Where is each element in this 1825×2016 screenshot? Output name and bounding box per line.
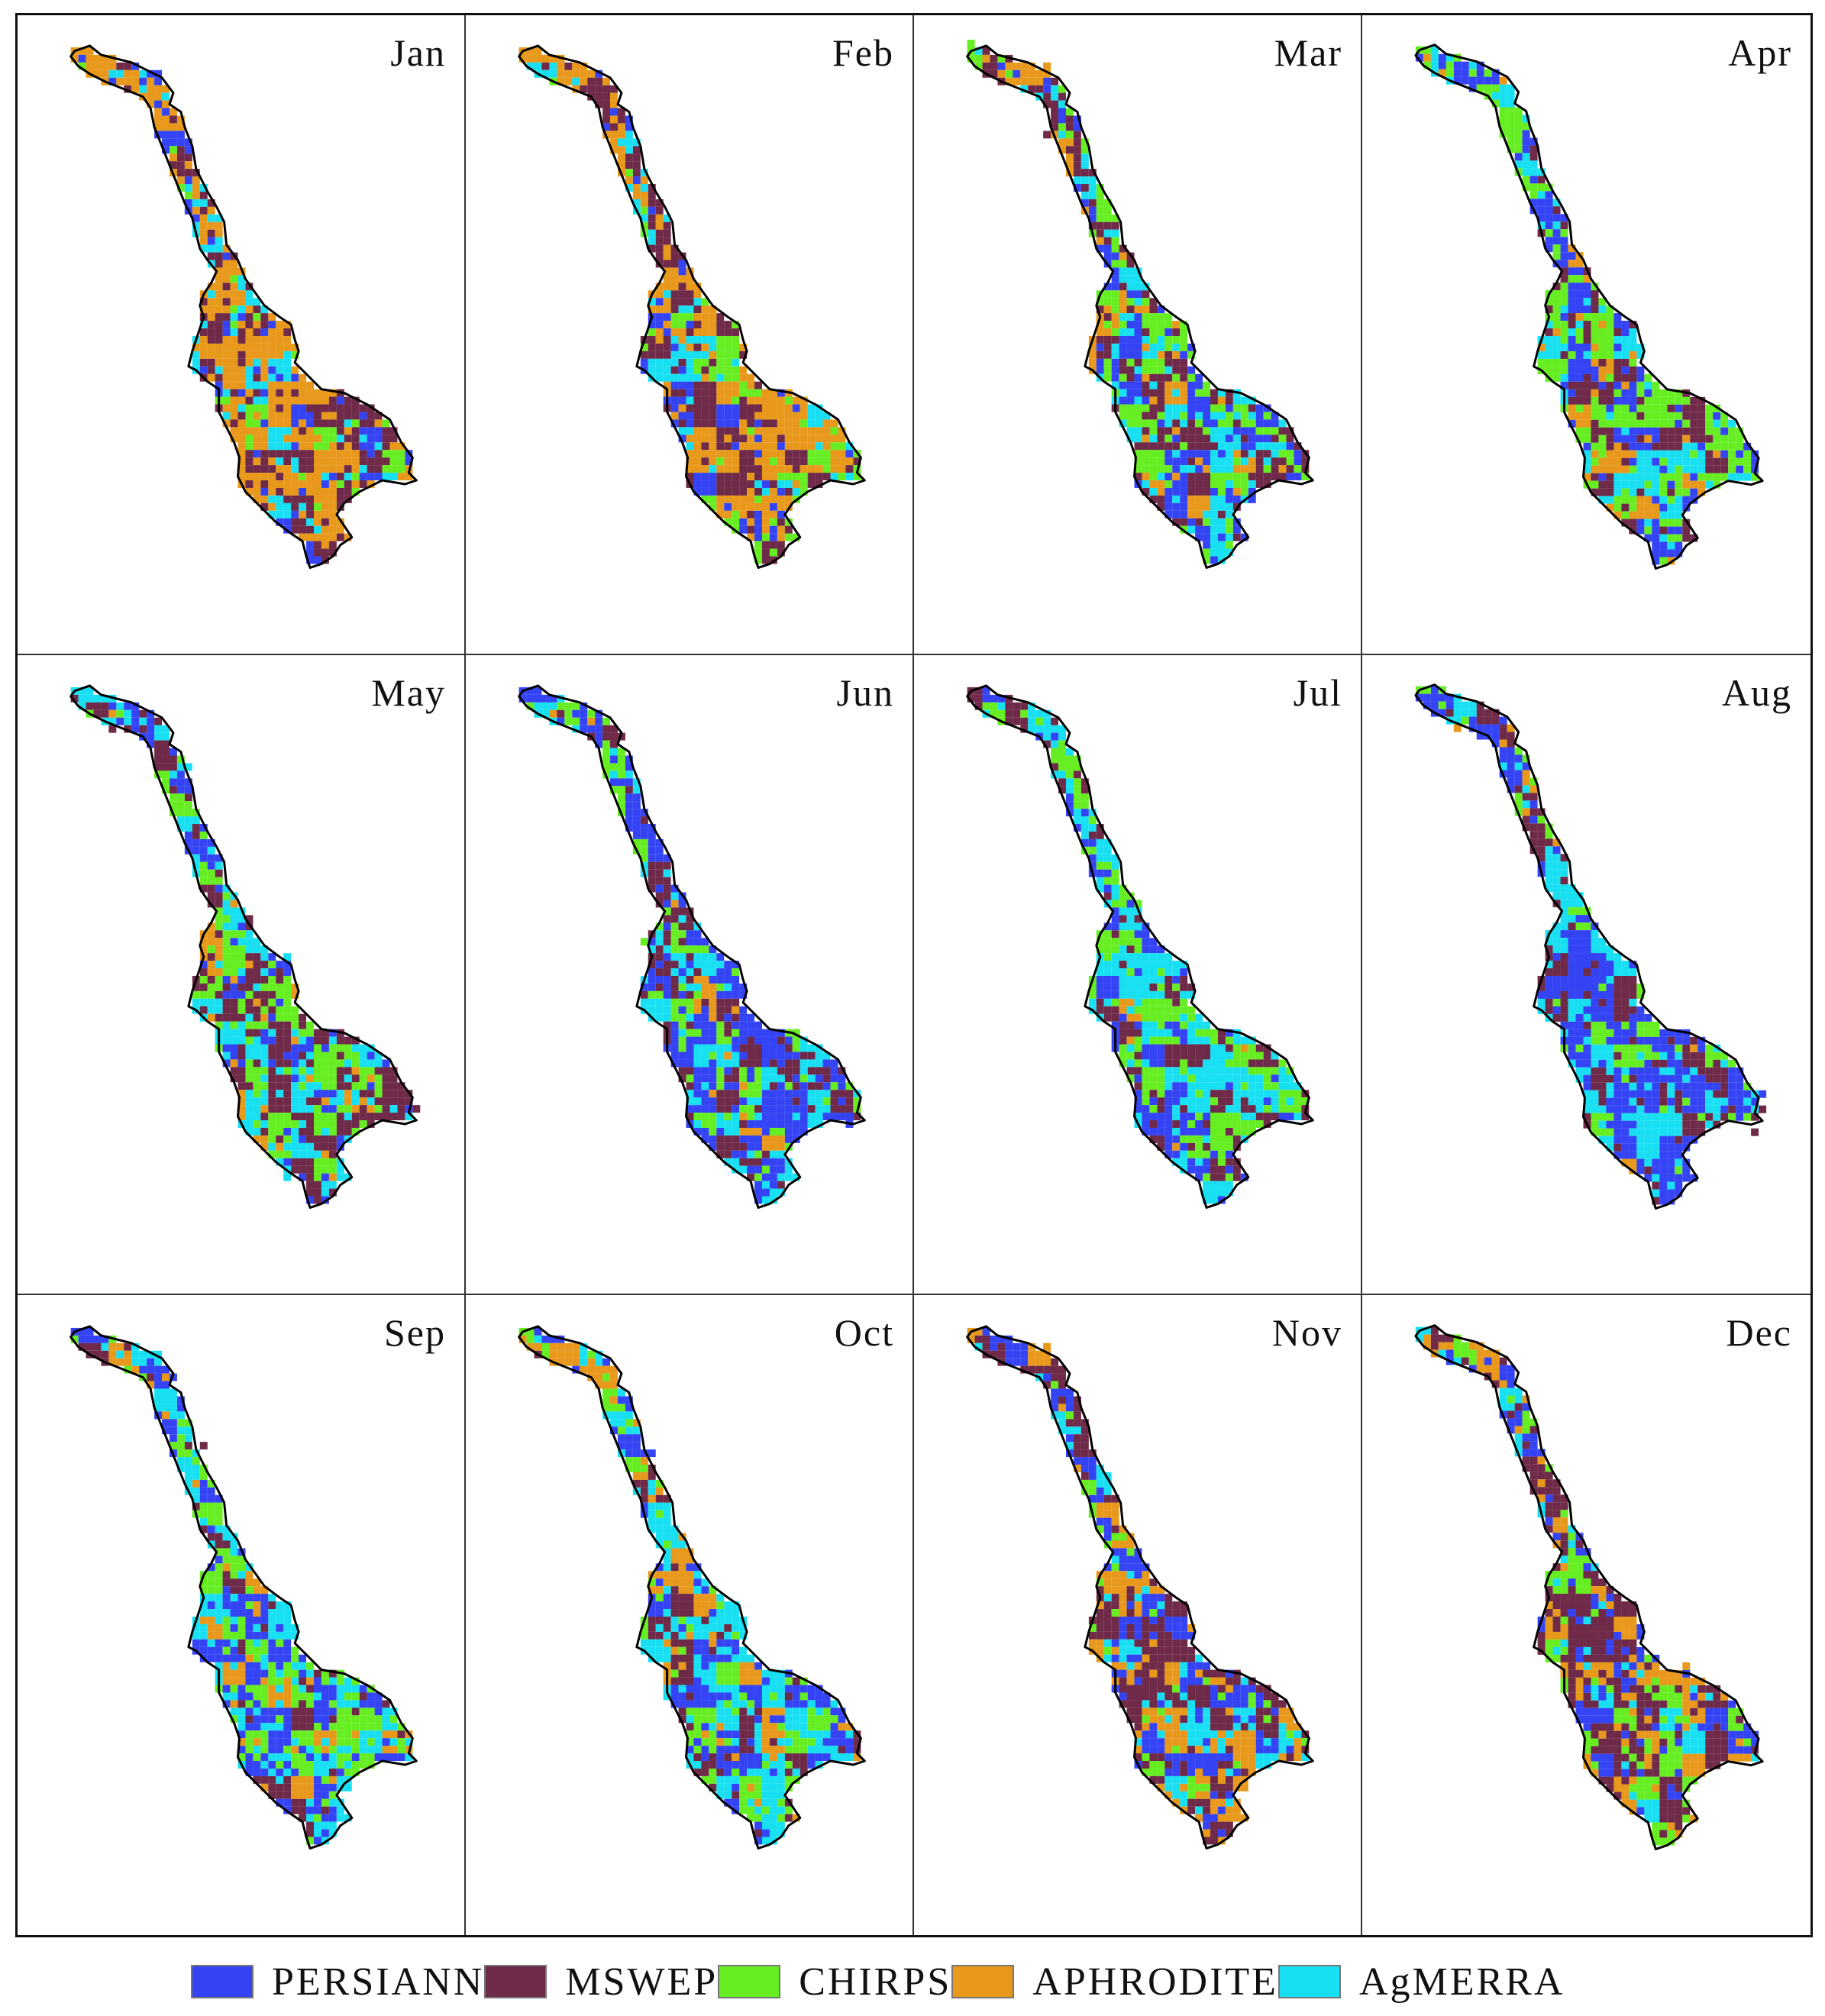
month-label: Dec xyxy=(1726,1311,1792,1354)
basin-map xyxy=(518,44,866,569)
basin-map xyxy=(1414,44,1764,570)
basin-outline xyxy=(966,684,1314,1209)
legend-item-agmerra: AgMERRA xyxy=(1278,1959,1565,2005)
raster-cells xyxy=(967,39,1310,564)
raster-cells xyxy=(1415,46,1759,565)
month-label: Nov xyxy=(1271,1311,1342,1354)
basin-map xyxy=(69,1325,418,1850)
basin-map xyxy=(966,1325,1314,1850)
legend-swatch xyxy=(484,1965,548,1998)
legend-swatch xyxy=(191,1965,254,1998)
basin-outline xyxy=(518,684,866,1209)
raster-cells xyxy=(70,47,413,564)
basin-map xyxy=(69,684,421,1209)
basin-map xyxy=(1414,683,1767,1210)
month-panel-oct: Oct xyxy=(466,1295,914,1935)
basin-outline xyxy=(518,44,866,569)
basin-outline xyxy=(966,44,1314,569)
month-panel-feb: Feb xyxy=(466,15,914,655)
basin-outline xyxy=(69,44,418,569)
raster-cells xyxy=(967,687,1310,1204)
legend-label: CHIRPS xyxy=(799,1959,952,2004)
legend: PERSIANN MSWEP CHIRPS APHRODITE AgMERRA xyxy=(191,1959,1565,2005)
raster-cells xyxy=(1415,1326,1759,1846)
month-label: Mar xyxy=(1274,31,1342,74)
legend-label: AgMERRA xyxy=(1358,1959,1565,2004)
basin-map xyxy=(966,684,1314,1209)
month-label: Aug xyxy=(1721,671,1792,714)
month-panel-apr: Apr xyxy=(1362,15,1810,655)
basin-outline xyxy=(1414,683,1764,1210)
basin-outline xyxy=(1414,44,1764,570)
month-label: Oct xyxy=(834,1311,894,1354)
month-panel-may: May xyxy=(18,655,466,1295)
month-label: Jan xyxy=(390,31,446,74)
month-panel-aug: Aug xyxy=(1362,655,1810,1295)
month-label: Jun xyxy=(836,671,894,714)
month-label: Jul xyxy=(1293,671,1342,714)
month-panel-jul: Jul xyxy=(914,655,1362,1295)
raster-cells xyxy=(70,1327,413,1845)
month-panel-jan: Jan xyxy=(18,15,466,655)
legend-label: MSWEP xyxy=(565,1959,719,2004)
legend-item-aphrodite: APHRODITE xyxy=(951,1959,1278,2005)
legend-item-persiann: PERSIANN xyxy=(191,1959,484,2005)
legend-item-mswep: MSWEP xyxy=(484,1959,718,2005)
basin-outline xyxy=(69,684,418,1209)
month-panel-mar: Mar xyxy=(914,15,1362,655)
legend-label: APHRODITE xyxy=(1032,1959,1278,2004)
basin-map xyxy=(69,44,418,569)
map-grid: Jan Feb Mar Apr May Jun Jul Aug Sep Oct … xyxy=(15,13,1813,1937)
basin-map xyxy=(518,1325,866,1850)
month-label: Apr xyxy=(1728,31,1792,74)
month-label: Feb xyxy=(832,31,894,74)
basin-outline xyxy=(518,1325,866,1850)
month-panel-jun: Jun xyxy=(466,655,914,1295)
legend-item-chirps: CHIRPS xyxy=(718,1959,951,2005)
legend-swatch xyxy=(951,1965,1015,1998)
basin-outline xyxy=(1414,1324,1764,1850)
month-panel-dec: Dec xyxy=(1362,1295,1810,1935)
basin-map xyxy=(518,684,866,1209)
month-label: May xyxy=(371,671,446,714)
month-panel-sep: Sep xyxy=(18,1295,466,1935)
basin-outline xyxy=(966,1325,1314,1850)
month-panel-nov: Nov xyxy=(914,1295,1362,1935)
raster-cells xyxy=(518,1327,861,1845)
basin-map xyxy=(966,39,1314,569)
month-label: Sep xyxy=(384,1311,446,1354)
basin-map xyxy=(1414,1324,1764,1850)
legend-swatch xyxy=(718,1965,781,1998)
basin-outline xyxy=(69,1325,418,1850)
raster-cells xyxy=(1415,686,1767,1205)
legend-swatch xyxy=(1278,1965,1341,1998)
legend-label: PERSIANN xyxy=(272,1959,485,2004)
